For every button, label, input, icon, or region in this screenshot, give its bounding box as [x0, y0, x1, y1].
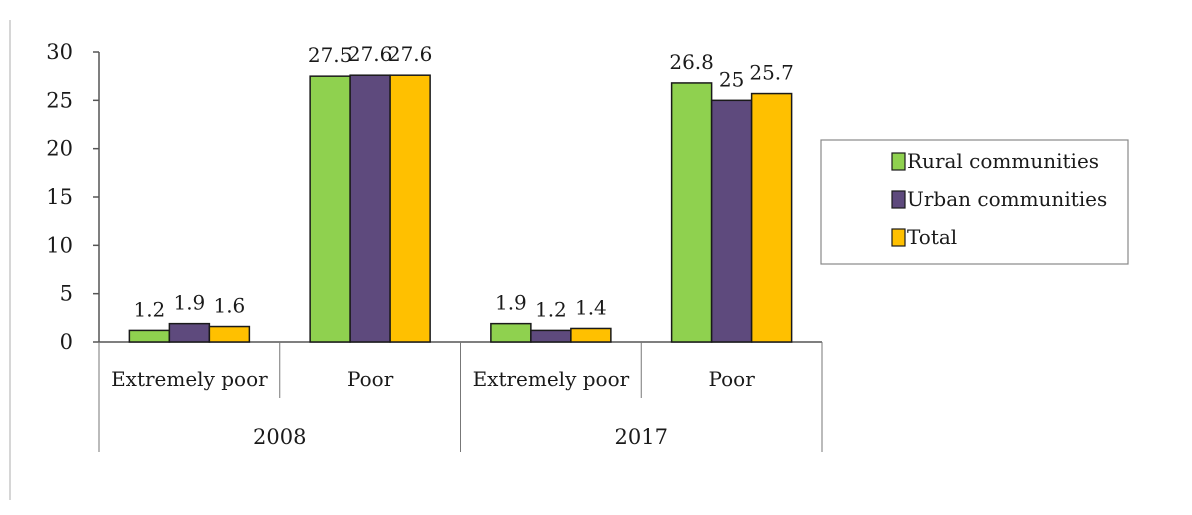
data-label: 1.4 [575, 295, 607, 319]
legend-label: Rural communities [907, 149, 1099, 173]
data-label: 27.5 [308, 43, 353, 67]
group-label: 2017 [615, 425, 668, 449]
plot-area: 0 5 10 15 20 25 30 1.2 27.5 1.9 26.8 1.9 27.6 1.2 25 1.… [46, 40, 823, 452]
bar [670, 82, 713, 343]
legend-swatch [891, 190, 906, 209]
data-label: 27.6 [348, 42, 393, 66]
legend-swatch [891, 152, 906, 171]
data-label: 25.7 [749, 61, 794, 85]
bar [208, 325, 251, 343]
y-tick-label: 30 [46, 40, 73, 64]
y-tick-label: 10 [46, 233, 73, 257]
bar [168, 322, 211, 343]
data-label: 25 [719, 67, 744, 91]
y-tick-label: 15 [46, 185, 73, 209]
legend-label: Urban communities [907, 187, 1107, 211]
y-tick-label: 25 [46, 88, 73, 112]
bar [309, 75, 351, 343]
data-label: 1.2 [133, 297, 165, 321]
bar [490, 322, 532, 343]
legend: Rural communities Urban communities Total [820, 139, 1129, 265]
bar [750, 92, 793, 343]
data-label: 1.2 [535, 297, 567, 321]
bar [349, 74, 391, 343]
group-label: 2008 [253, 425, 306, 449]
data-label: 1.9 [173, 291, 205, 315]
bar [389, 74, 431, 343]
y-tick-label: 5 [60, 282, 73, 306]
legend-box [820, 139, 1129, 265]
category-label: Extremely poor [111, 367, 268, 391]
data-label: 1.9 [495, 291, 527, 315]
y-tick-label: 20 [46, 137, 73, 161]
bar [530, 329, 572, 343]
y-tick-label: 0 [60, 330, 73, 354]
category-label: Poor [347, 367, 394, 391]
bar [128, 329, 171, 343]
data-label: 27.6 [388, 42, 433, 66]
data-label: 26.8 [669, 50, 714, 74]
bar [710, 99, 753, 343]
category-label: Extremely poor [473, 367, 630, 391]
category-label: Poor [708, 367, 755, 391]
legend-swatch [891, 228, 906, 247]
bar [570, 327, 612, 343]
data-label: 1.6 [213, 294, 245, 318]
legend-label: Total [907, 225, 957, 249]
